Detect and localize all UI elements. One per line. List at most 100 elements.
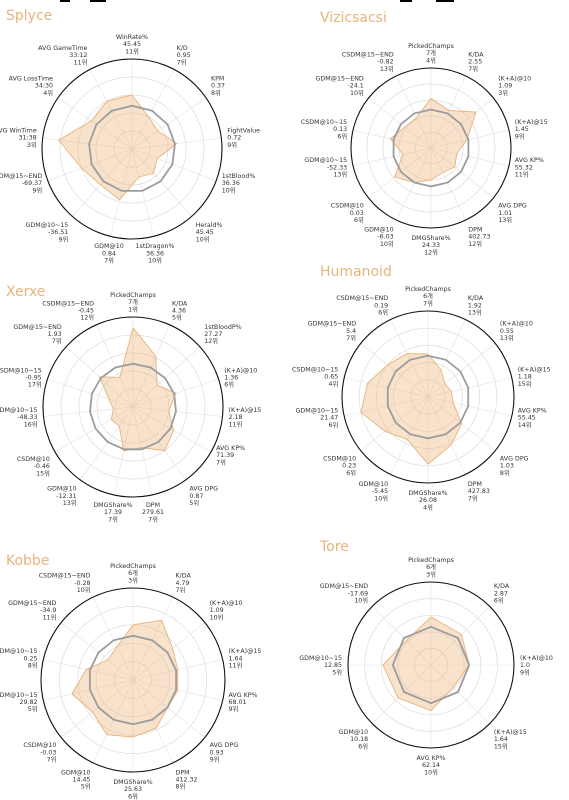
axis-spoke xyxy=(47,378,134,408)
axis-spoke xyxy=(430,75,466,149)
axis-spoke xyxy=(131,148,154,237)
axis-label: PickedChamps 6개 3위 xyxy=(408,557,454,578)
axis-label-name: CSDM@15~END xyxy=(342,51,394,59)
axis-label-value: 427.83 xyxy=(468,488,490,495)
axis-label-name: CSDM@15~END xyxy=(42,299,94,307)
axis-label-name: GDM@10~15 xyxy=(26,221,69,229)
axis-label-rank: 7위 xyxy=(176,586,186,594)
axis-label: FightValue 0.72 9위 xyxy=(227,127,260,148)
axis-label-value: 1.09 xyxy=(210,607,224,614)
axis-label-name: AVG DPG xyxy=(500,455,529,462)
average-series-line xyxy=(89,362,177,451)
axis-label-rank: 15위 xyxy=(36,469,50,477)
axis-label-value: 402.73 xyxy=(468,234,490,241)
cropped-text-fragment-1 xyxy=(60,0,70,2)
axis-spoke xyxy=(430,606,490,666)
axis-label-value: 0.03 xyxy=(350,210,364,217)
axis-label-value: 26.08 xyxy=(419,497,437,504)
axis-spoke xyxy=(57,97,133,150)
axis-label-name: CSDM@10 xyxy=(323,454,356,462)
axis-label-rank: 7위 xyxy=(468,494,478,502)
axis-spoke xyxy=(430,129,510,149)
axis-label-rank: 14위 xyxy=(518,421,532,429)
axis-label-value: -52.33 xyxy=(327,164,347,171)
axis-label-name: AVG KP% xyxy=(229,692,258,699)
axis-label: AVG DPG 0.87 5위 xyxy=(189,486,218,507)
outer-ring xyxy=(347,581,515,749)
axis-label-rank: 9위 xyxy=(229,705,239,713)
axis-spoke xyxy=(132,406,153,496)
axis-spoke xyxy=(368,97,432,149)
axis-label: PickedChamps 7개 1위 xyxy=(110,292,156,313)
axis-label-name: GDM@10 xyxy=(61,768,90,776)
axis-label-name: GDM@15~END xyxy=(320,582,368,590)
axis-label: AVG KP% 68.01 9위 xyxy=(229,692,258,713)
axis-label-rank: 3위 xyxy=(27,141,37,149)
axis-label-name: KPM xyxy=(211,76,224,83)
axis-label-name: GDM@10 xyxy=(94,242,123,250)
axis-label-name: AVG DPG xyxy=(210,742,239,749)
axis-spoke xyxy=(132,406,187,480)
axis-label-name: (K+A)@10 xyxy=(224,366,257,374)
axis-spoke xyxy=(430,147,494,199)
axis-label: K/DA 1.92 13위 xyxy=(468,295,484,316)
axis-label-value: -0.95 xyxy=(25,375,41,382)
axis-label-name: WinRate% xyxy=(116,34,148,41)
axis-spoke xyxy=(92,596,134,681)
axis-label-name: GDM@15~END xyxy=(316,74,364,82)
outer-ring xyxy=(42,316,224,498)
axis-label-rank: 13위 xyxy=(333,171,347,179)
axis-label-name: K/DA xyxy=(494,583,510,590)
axis-label: (K+A)@10 1.0 9위 xyxy=(520,654,553,676)
axis-label-value: 0.72 xyxy=(227,135,241,142)
axis-label-name: DPM xyxy=(468,481,482,488)
axis-label: GDM@15~END 5.4 7위 xyxy=(308,320,356,342)
average-series-line xyxy=(386,354,470,440)
axis-label-name: (K+A)@10 xyxy=(498,74,531,82)
axis-label-rank: 4위 xyxy=(426,56,436,64)
axis-label: GDM@10~15 12.85 5위 xyxy=(299,654,342,676)
axis-label-rank: 3위 xyxy=(498,89,508,97)
axis-label: 1stDragon% 36.36 10위 xyxy=(136,243,175,264)
axis-label-value: 5.4 xyxy=(346,328,356,335)
axis-spoke xyxy=(430,97,494,149)
axis-label-value: 1.64 xyxy=(229,655,243,662)
axis-label-rank: 8위 xyxy=(211,89,221,97)
axis-label-rank: 5위 xyxy=(189,499,199,507)
axis-label-name: AVG LossTime xyxy=(9,76,53,83)
axis-label-name: CSDM@10 xyxy=(331,202,364,210)
outer-ring xyxy=(40,587,226,773)
axis-label: (K+A)@15 1.64 15위 xyxy=(494,728,527,750)
axis-label-rank: 7위 xyxy=(52,337,62,345)
axis-spoke xyxy=(92,679,134,764)
axis-label-rank: 11위 xyxy=(74,58,88,66)
axis-label: K/DA 2.87 6위 xyxy=(494,583,510,604)
axis-label: CSDM@15~END -0.28 10위 xyxy=(39,572,91,594)
axis-spoke xyxy=(72,148,133,217)
axis-label: CSDM@10~15 0.65 4위 xyxy=(292,366,338,388)
axis-label: PickedChamps 6개 7위 xyxy=(405,286,451,307)
axis-label-value: 0.25 xyxy=(23,655,37,662)
axis-label-value: 71.39 xyxy=(216,452,234,459)
axis-label-name: GDM@15~END xyxy=(8,599,56,607)
axis-label-rank: 5위 xyxy=(81,783,91,791)
axis-label: K/D 0.95 7위 xyxy=(177,45,191,66)
axis-label-rank: 13위 xyxy=(498,216,512,224)
axis-label-value: 412.32 xyxy=(176,777,198,784)
cropped-text-fragment-4 xyxy=(436,0,454,2)
axis-label: 1stBlood% 36.36 10위 xyxy=(222,173,256,194)
axis-label-value: -0.03 xyxy=(40,749,56,756)
average-series-line xyxy=(391,625,471,705)
axis-label-value: 68.01 xyxy=(229,699,247,706)
axis-spoke xyxy=(132,622,206,681)
axis-label-value: 1.64 xyxy=(494,736,508,743)
axis-label-rank: 9위 xyxy=(58,235,68,243)
axis-label-value: 29.82 xyxy=(19,699,37,706)
axis-label: CSDM@15~END 0.19 6위 xyxy=(336,294,388,316)
chart-title: Humanoid xyxy=(320,264,392,280)
axis-spoke xyxy=(110,148,133,237)
axis-spoke xyxy=(132,596,174,681)
axis-label-value: 0.87 xyxy=(189,493,203,500)
